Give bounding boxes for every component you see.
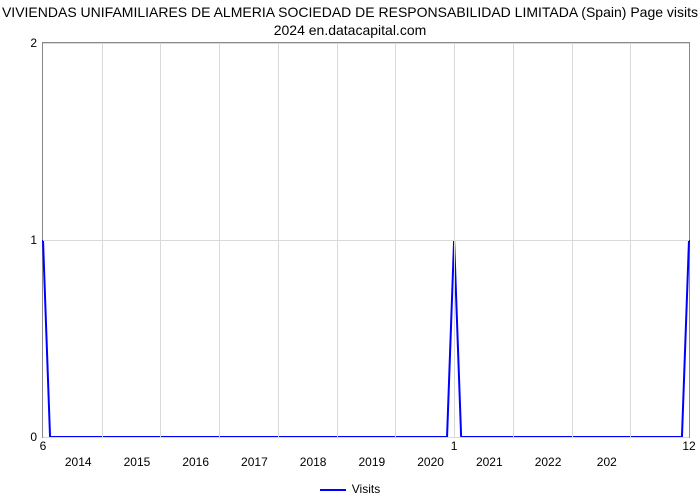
x-year-label: 2016 [182, 455, 209, 469]
x-year-label: 2021 [476, 455, 503, 469]
x-year-label: 2017 [241, 455, 268, 469]
gridline-v [395, 43, 396, 437]
x-year-label: 2018 [300, 455, 327, 469]
x-year-label: 2020 [417, 455, 444, 469]
gridline-v [278, 43, 279, 437]
gridline-v [513, 43, 514, 437]
gridline-v [454, 43, 455, 437]
gridline-v [572, 43, 573, 437]
gridline-v [102, 43, 103, 437]
x-year-label: 202 [597, 455, 617, 469]
plot-area: 0122014201520162017201820192020202120222… [42, 42, 690, 438]
x-year-label: 2014 [65, 455, 92, 469]
x-number-label: 6 [40, 439, 47, 453]
gridline-v [630, 43, 631, 437]
y-tick-label: 1 [30, 233, 37, 247]
chart-title: VIVIENDAS UNIFAMILIARES DE ALMERIA SOCIE… [0, 4, 700, 39]
legend: Visits [0, 482, 700, 496]
x-year-label: 2022 [535, 455, 562, 469]
x-number-label: 12 [682, 439, 695, 453]
x-year-label: 2019 [359, 455, 386, 469]
line-visits [43, 240, 689, 437]
legend-label: Visits [352, 482, 380, 496]
gridline-h [43, 240, 689, 241]
x-year-label: 2015 [124, 455, 151, 469]
gridline-v [337, 43, 338, 437]
gridline-v [219, 43, 220, 437]
gridline-h [43, 437, 689, 438]
gridline-h [43, 43, 689, 44]
y-tick-label: 2 [30, 36, 37, 50]
x-number-label: 1 [451, 439, 458, 453]
y-tick-label: 0 [30, 430, 37, 444]
gridline-v [160, 43, 161, 437]
legend-swatch [320, 489, 346, 491]
